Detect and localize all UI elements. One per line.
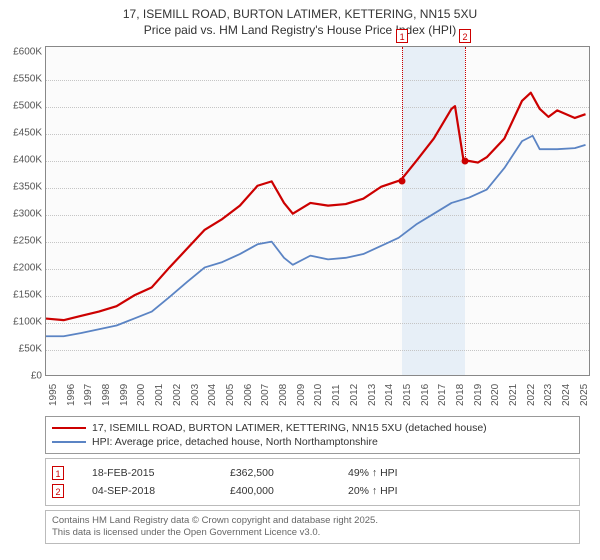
x-tick-label: 2022 (526, 384, 537, 406)
y-tick-label: £250K (0, 236, 42, 247)
x-tick-label: 2017 (437, 384, 448, 406)
legend: 17, ISEMILL ROAD, BURTON LATIMER, KETTER… (45, 416, 580, 454)
x-tick-label: 2008 (278, 384, 289, 406)
x-tick-label: 2012 (349, 384, 360, 406)
x-tick-label: 1996 (66, 384, 77, 406)
x-tick-label: 1999 (119, 384, 130, 406)
marker-line-1 (402, 47, 403, 181)
x-tick-label: 2018 (455, 384, 466, 406)
legend-label: HPI: Average price, detached house, Nort… (92, 436, 378, 448)
x-tick-label: 2006 (243, 384, 254, 406)
y-tick-label: £350K (0, 182, 42, 193)
x-tick-label: 2015 (402, 384, 413, 406)
series-hpi (46, 136, 586, 336)
title-line-1: 17, ISEMILL ROAD, BURTON LATIMER, KETTER… (0, 6, 600, 22)
event-price: £400,000 (230, 485, 320, 497)
y-tick-label: £0 (0, 371, 42, 382)
x-tick-label: 2025 (579, 384, 590, 406)
x-tick-label: 2003 (190, 384, 201, 406)
x-tick-label: 2013 (367, 384, 378, 406)
x-tick-label: 2004 (207, 384, 218, 406)
x-tick-label: 2021 (508, 384, 519, 406)
x-tick-label: 2020 (490, 384, 501, 406)
event-delta: 20% ↑ HPI (348, 485, 438, 497)
legend-swatch (52, 441, 86, 443)
x-tick-label: 2014 (384, 384, 395, 406)
x-tick-label: 2002 (172, 384, 183, 406)
legend-swatch (52, 427, 86, 429)
y-tick-label: £550K (0, 73, 42, 84)
y-tick-label: £500K (0, 100, 42, 111)
event-marker: 1 (52, 466, 64, 480)
title-line-2: Price paid vs. HM Land Registry's House … (0, 22, 600, 38)
x-tick-label: 2000 (136, 384, 147, 406)
y-tick-label: £400K (0, 154, 42, 165)
y-tick-label: £50K (0, 344, 42, 355)
x-tick-label: 1995 (48, 384, 59, 406)
event-marker: 2 (52, 484, 64, 498)
legend-label: 17, ISEMILL ROAD, BURTON LATIMER, KETTER… (92, 422, 487, 434)
chart-container: 17, ISEMILL ROAD, BURTON LATIMER, KETTER… (0, 0, 600, 544)
chart-title: 17, ISEMILL ROAD, BURTON LATIMER, KETTER… (0, 0, 600, 42)
x-tick-label: 2019 (473, 384, 484, 406)
y-tick-label: £150K (0, 290, 42, 301)
y-tick-label: £200K (0, 263, 42, 274)
footer-line-2: This data is licensed under the Open Gov… (52, 527, 573, 539)
x-tick-label: 1998 (101, 384, 112, 406)
x-tick-label: 1997 (83, 384, 94, 406)
x-tick-label: 2001 (154, 384, 165, 406)
marker-box-2: 2 (459, 29, 471, 43)
legend-row: 17, ISEMILL ROAD, BURTON LATIMER, KETTER… (52, 421, 573, 435)
series-price_paid (46, 93, 586, 320)
x-tick-label: 2023 (543, 384, 554, 406)
y-tick-label: £450K (0, 127, 42, 138)
marker-dot-2 (462, 157, 469, 164)
y-tick-label: £600K (0, 46, 42, 57)
x-tick-label: 2010 (313, 384, 324, 406)
x-tick-label: 2009 (296, 384, 307, 406)
event-row: 2 04-SEP-2018 £400,000 20% ↑ HPI (52, 482, 573, 500)
series-svg (46, 47, 589, 375)
x-tick-label: 2005 (225, 384, 236, 406)
event-date: 18-FEB-2015 (92, 467, 202, 479)
y-tick-label: £300K (0, 209, 42, 220)
plot-area: 12 (45, 46, 590, 376)
marker-dot-1 (399, 178, 406, 185)
footer-note: Contains HM Land Registry data © Crown c… (45, 510, 580, 544)
x-tick-label: 2007 (260, 384, 271, 406)
event-row: 1 18-FEB-2015 £362,500 49% ↑ HPI (52, 464, 573, 482)
y-tick-label: £100K (0, 317, 42, 328)
footer-line-1: Contains HM Land Registry data © Crown c… (52, 515, 573, 527)
x-axis: 1995 1996 1997 1998 1999 2000 2001 2002 2003 2004… (45, 376, 590, 410)
marker-line-2 (465, 47, 466, 161)
x-tick-label: 2024 (561, 384, 572, 406)
event-date: 04-SEP-2018 (92, 485, 202, 497)
event-delta: 49% ↑ HPI (348, 467, 438, 479)
marker-box-1: 1 (396, 29, 408, 43)
x-tick-label: 2016 (420, 384, 431, 406)
events-table: 1 18-FEB-2015 £362,500 49% ↑ HPI 2 04-SEP-201… (45, 458, 580, 506)
x-tick-label: 2011 (331, 385, 342, 407)
event-price: £362,500 (230, 467, 320, 479)
legend-row: HPI: Average price, detached house, Nort… (52, 435, 573, 449)
